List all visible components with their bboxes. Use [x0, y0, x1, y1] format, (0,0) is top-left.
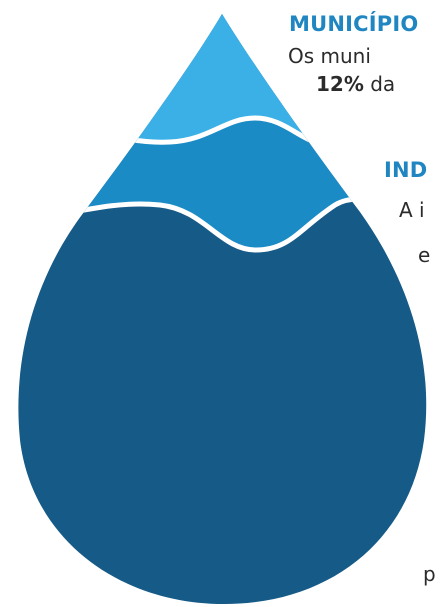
- municipios-line-2: 12% da: [316, 72, 395, 96]
- municipios-percentage: 12%: [316, 72, 364, 96]
- industria-heading: IND: [384, 158, 428, 182]
- municipios-line-1: Os muni: [288, 44, 371, 68]
- municipios-line-2-rest: da: [363, 72, 396, 96]
- industria-line-2: e: [418, 243, 431, 267]
- industria-line-1: A i: [399, 198, 425, 222]
- footer-fragment: p: [423, 562, 436, 586]
- municipios-heading: MUNICÍPIO: [289, 12, 419, 36]
